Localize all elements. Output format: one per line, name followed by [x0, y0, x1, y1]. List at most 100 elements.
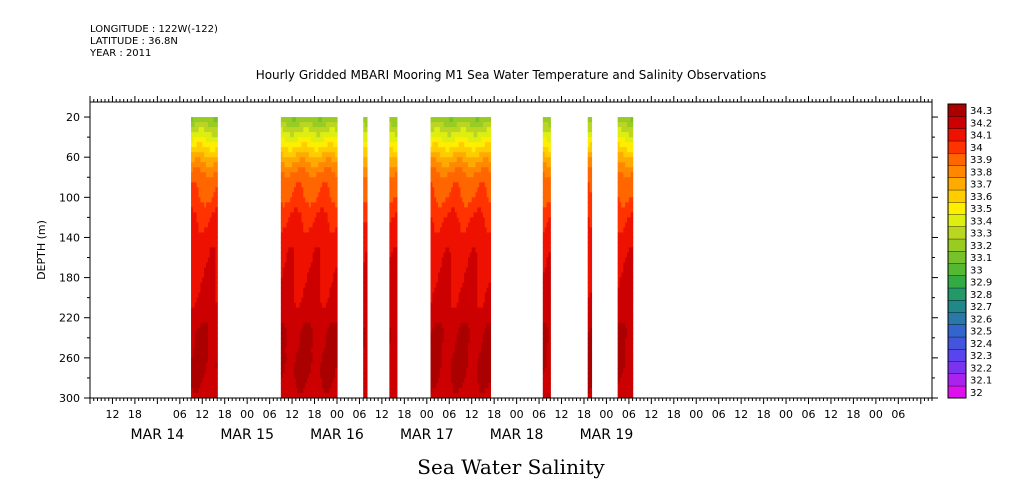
salinity-cell [310, 177, 314, 183]
salinity-cell [293, 182, 297, 188]
salinity-cell [206, 212, 209, 218]
salinity-cell [484, 227, 488, 234]
salinity-cell [469, 182, 473, 188]
salinity-cell [439, 282, 443, 289]
salinity-cell [363, 322, 366, 329]
salinity-cell [331, 372, 334, 379]
salinity-cell [213, 302, 216, 309]
salinity-cell [288, 327, 291, 334]
salinity-cell [295, 177, 299, 183]
salinity-cell [466, 162, 469, 168]
salinity-cell [299, 252, 303, 259]
salinity-cell [460, 272, 463, 279]
salinity-cell [365, 222, 368, 229]
salinity-cell [486, 267, 490, 274]
salinity-cell [327, 392, 331, 398]
salinity-cell [363, 142, 366, 148]
salinity-cell [441, 342, 445, 349]
salinity-cell [548, 167, 551, 173]
salinity-cell [331, 232, 334, 239]
salinity-cell [488, 242, 492, 249]
salinity-cell [333, 237, 336, 244]
salinity-cell [310, 322, 314, 329]
salinity-cell [318, 202, 321, 208]
salinity-cell [200, 197, 203, 203]
salinity-cell [617, 377, 621, 384]
salinity-cell [209, 262, 213, 269]
salinity-cell [451, 267, 454, 274]
salinity-cell [462, 262, 465, 269]
salinity-cell [365, 297, 368, 304]
salinity-cell [438, 377, 441, 384]
salinity-cell [204, 122, 207, 128]
salinity-cell [484, 292, 488, 299]
salinity-cell [469, 267, 473, 274]
salinity-cell [198, 232, 201, 239]
salinity-cell [316, 187, 319, 193]
salinity-cell [447, 167, 450, 173]
salinity-cell [467, 387, 471, 394]
salinity-cell [447, 352, 450, 359]
salinity-cell [449, 222, 452, 229]
salinity-cell [462, 282, 465, 289]
salinity-cell [299, 382, 303, 389]
salinity-cell [292, 137, 295, 143]
salinity-cell [544, 297, 548, 304]
salinity-cell [213, 132, 216, 138]
salinity-cell [333, 117, 336, 123]
salinity-cell [439, 377, 443, 384]
salinity-cell [333, 317, 336, 324]
salinity-cell [439, 367, 443, 374]
salinity-cell [462, 322, 465, 329]
salinity-cell [365, 242, 368, 249]
salinity-cell [310, 152, 314, 158]
salinity-cell [316, 177, 319, 183]
salinity-cell [363, 162, 366, 168]
salinity-cell [393, 122, 396, 128]
salinity-cell [453, 212, 456, 218]
salinity-cell [451, 187, 454, 193]
salinity-cell [464, 157, 467, 163]
salinity-cell [546, 277, 550, 284]
salinity-cell [206, 307, 209, 314]
salinity-cell [320, 357, 323, 364]
salinity-cell [436, 362, 439, 369]
salinity-cell [441, 237, 445, 244]
salinity-cell [290, 222, 293, 229]
salinity-cell [466, 152, 469, 158]
salinity-cell [430, 382, 434, 389]
salinity-cell [323, 322, 327, 329]
salinity-cell [191, 387, 194, 394]
salinity-cell [451, 167, 454, 173]
salinity-cell [488, 302, 492, 309]
salinity-cell [209, 267, 213, 274]
salinity-cell [467, 287, 471, 294]
salinity-cell [331, 322, 334, 329]
salinity-cell [484, 197, 488, 203]
salinity-cell [286, 257, 289, 264]
salinity-cell [475, 177, 478, 183]
salinity-cell [464, 382, 467, 389]
salinity-cell [207, 307, 211, 314]
salinity-cell [466, 192, 469, 198]
salinity-cell [320, 297, 323, 304]
salinity-cell [469, 232, 473, 239]
salinity-cell [548, 202, 551, 208]
salinity-cell [466, 177, 469, 183]
salinity-cell [454, 242, 458, 249]
salinity-cell [363, 212, 366, 218]
salinity-cell [308, 142, 312, 148]
salinity-cell [365, 282, 368, 289]
salinity-cell [202, 317, 205, 324]
salinity-cell [542, 237, 546, 244]
salinity-cell [471, 302, 475, 309]
salinity-cell [365, 377, 368, 384]
salinity-cell [481, 152, 484, 158]
salinity-cell [482, 267, 486, 274]
salinity-cell [297, 392, 301, 398]
salinity-cell [202, 377, 205, 384]
salinity-cell [486, 157, 490, 163]
salinity-cell [213, 362, 216, 369]
salinity-cell [325, 212, 329, 218]
salinity-cell [546, 267, 550, 274]
